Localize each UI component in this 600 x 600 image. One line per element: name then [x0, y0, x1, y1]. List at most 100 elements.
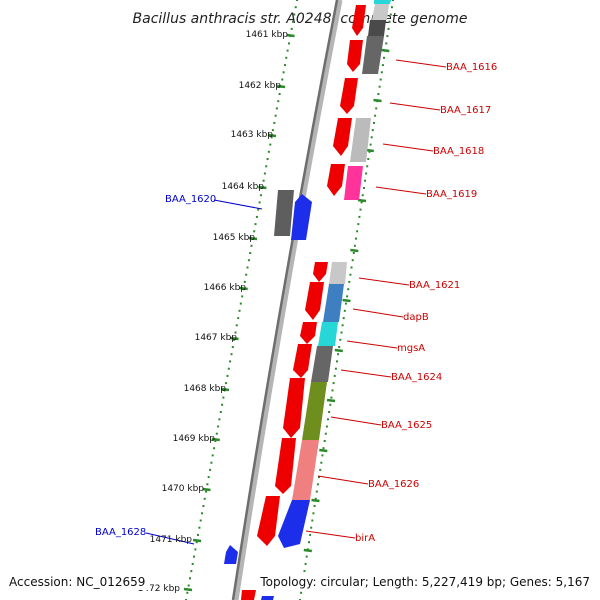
ruler-dot [341, 324, 344, 327]
ruler-dot [358, 215, 361, 218]
ruler-dot [359, 208, 362, 211]
ruler-dot [324, 432, 327, 435]
gene-label-bira[interactable]: birA [355, 533, 375, 544]
ruler-dot [319, 468, 322, 471]
ruler-dot [246, 266, 249, 269]
gene-block[interactable] [278, 500, 310, 548]
ruler-dot [390, 6, 393, 9]
gene-forward[interactable] [305, 282, 324, 320]
kbp-label: 1463 kbp [231, 130, 274, 140]
ruler-dot [218, 418, 221, 421]
ruler-dot [374, 114, 377, 117]
gene-block[interactable] [292, 440, 319, 500]
ruler-dot [230, 353, 233, 356]
ruler-dot [241, 295, 244, 298]
gene-block[interactable] [344, 166, 363, 200]
kbp-tick [192, 538, 202, 543]
gene-block[interactable] [274, 190, 294, 236]
gene-forward[interactable] [300, 322, 317, 344]
ruler-dot [310, 526, 313, 529]
ruler-dot [274, 114, 277, 117]
ruler-dot [217, 425, 220, 428]
gene-label-baa-1616[interactable]: BAA_1616 [446, 62, 497, 73]
gene-forward[interactable] [257, 496, 280, 546]
gene-block[interactable] [311, 346, 333, 382]
gene-reverse[interactable] [224, 545, 238, 564]
gene-reverse[interactable] [291, 194, 312, 240]
ruler-dot [282, 71, 285, 74]
left-dotted-ruler [185, 0, 298, 600]
ruler-dot [309, 533, 312, 536]
ruler-dot [215, 432, 218, 435]
ruler-dot [334, 367, 337, 370]
gene-forward[interactable] [241, 590, 256, 600]
gene-block[interactable] [329, 262, 347, 284]
ruler-dot [320, 461, 323, 464]
kbp-tick [286, 33, 295, 38]
ruler-dot [190, 570, 193, 573]
gene-forward[interactable] [313, 262, 328, 282]
gene-label-baa-1624[interactable]: BAA_1624 [391, 372, 442, 383]
ruler-dot [330, 396, 333, 399]
ruler-dot [294, 6, 297, 9]
gene-label-baa-1620[interactable]: BAA_1620 [165, 194, 216, 205]
ruler-dot [370, 136, 373, 139]
ruler-dot [235, 324, 238, 327]
gene-label-baa-1618[interactable]: BAA_1618 [433, 146, 484, 157]
gene-forward[interactable] [275, 438, 296, 494]
gene-label-baa-1626[interactable]: BAA_1626 [368, 479, 419, 490]
ruler-dot [381, 64, 384, 67]
gene-forward[interactable] [327, 164, 345, 196]
ruler-dot [296, 0, 298, 1]
ruler-dot [292, 20, 294, 23]
kbp-tick [267, 133, 277, 138]
gene-block[interactable] [350, 118, 371, 162]
gene-block[interactable] [261, 596, 274, 600]
gene-forward[interactable] [283, 378, 305, 438]
gene-label-dapb[interactable]: dapB [403, 312, 429, 323]
kbp-label: 1472 kbp [138, 584, 181, 594]
gene-block[interactable] [374, 0, 391, 4]
ruler-dot [362, 187, 365, 189]
kbp-tick [239, 286, 248, 291]
genome-backbone [231, 0, 339, 600]
ruler-dot [327, 418, 329, 421]
kbp-tick [202, 487, 211, 492]
ruler-dot [343, 309, 346, 312]
ruler-dot [271, 129, 274, 132]
ruler-dot [221, 403, 224, 406]
ruler-dot [342, 317, 345, 320]
ruler-dot [257, 208, 260, 211]
ruler-dot [369, 143, 372, 146]
gene-label-baa-1625[interactable]: BAA_1625 [381, 420, 432, 431]
gene-forward[interactable] [352, 5, 366, 36]
gene-block[interactable] [368, 20, 386, 36]
gene-block[interactable] [302, 382, 327, 440]
ruler-tick [342, 298, 351, 303]
ruler-dot [346, 295, 349, 298]
gene-forward[interactable] [293, 344, 312, 378]
kbp-label: 1470 kbp [162, 484, 205, 494]
ruler-tick [357, 198, 367, 203]
ruler-tick [373, 98, 382, 103]
gene-label-baa-1617[interactable]: BAA_1617 [440, 105, 491, 116]
gene-forward[interactable] [347, 40, 363, 72]
kbp-tick [230, 336, 239, 341]
gene-forward[interactable] [333, 118, 352, 156]
gene-label-mgsa[interactable]: mgsA [397, 343, 425, 354]
ruler-dot [199, 519, 202, 522]
gene-label-baa-1621[interactable]: BAA_1621 [409, 280, 460, 291]
ruler-dot [331, 389, 334, 392]
gene-block[interactable] [372, 4, 389, 20]
gene-label-baa-1619[interactable]: BAA_1619 [426, 189, 477, 200]
gene-block[interactable] [318, 322, 338, 346]
ruler-dot [378, 85, 381, 88]
ruler-dot [325, 425, 328, 428]
ruler-dot [243, 280, 246, 283]
genome-backbone-shadow [233, 0, 343, 600]
gene-forward[interactable] [340, 78, 358, 114]
gene-block[interactable] [323, 284, 344, 322]
gene-block[interactable] [362, 36, 384, 74]
gene-label-baa-1628[interactable]: BAA_1628 [95, 527, 146, 538]
ruler-dot [350, 266, 353, 269]
